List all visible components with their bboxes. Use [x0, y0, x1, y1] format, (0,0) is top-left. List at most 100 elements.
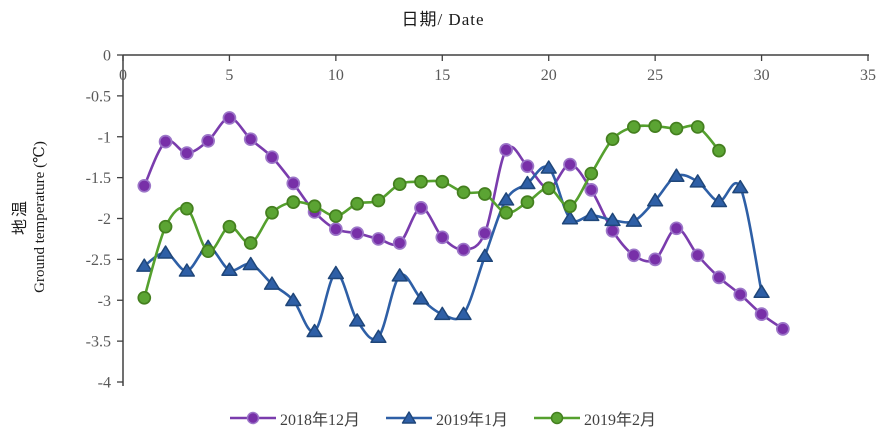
- data-point-marker: [605, 132, 620, 147]
- x-tick-label: 30: [754, 67, 770, 84]
- data-point-marker: [627, 120, 641, 134]
- x-tick-label: 0: [119, 67, 127, 84]
- legend-label: 2019年2月: [584, 412, 657, 429]
- data-point-marker: [520, 159, 535, 174]
- x-tick-label: 10: [328, 67, 344, 84]
- data-point-marker: [690, 120, 705, 134]
- data-point-marker: [435, 174, 450, 189]
- data-point-marker: [157, 245, 174, 259]
- data-point-marker: [520, 195, 535, 209]
- legend-item: 2018年12月: [229, 406, 360, 430]
- legend-triangle-marker-icon: [385, 411, 432, 424]
- y-tick-label: -3.5: [86, 334, 111, 351]
- legend-label: 2019年1月: [435, 412, 508, 429]
- data-point-marker: [499, 142, 513, 157]
- data-point-marker: [158, 219, 173, 234]
- data-point-marker: [733, 287, 748, 302]
- legend-marker: [401, 411, 417, 424]
- data-point-marker: [540, 160, 557, 174]
- data-point-marker: [201, 244, 215, 259]
- data-point-marker: [478, 226, 492, 241]
- x-tick-label: 35: [860, 67, 876, 84]
- data-point-marker: [776, 322, 790, 336]
- data-point-marker: [136, 258, 153, 272]
- data-point-marker: [414, 174, 428, 189]
- data-point-marker: [434, 306, 451, 321]
- y-tick-label: -0.5: [86, 88, 111, 105]
- data-point-marker: [286, 195, 301, 209]
- data-point-marker: [669, 221, 684, 236]
- data-point-marker: [478, 187, 492, 201]
- data-point-marker: [584, 166, 599, 181]
- data-point-marker: [584, 183, 599, 197]
- data-point-marker: [604, 212, 621, 227]
- data-point-marker: [222, 219, 237, 234]
- data-point-marker: [563, 157, 577, 172]
- data-point-marker: [180, 146, 194, 160]
- data-point-marker: [690, 248, 705, 263]
- x-tick-label: 25: [647, 67, 663, 84]
- legend-item: 2019年2月: [534, 406, 656, 430]
- y-tick-label: 0: [103, 48, 111, 65]
- data-point-marker: [605, 223, 620, 238]
- data-point-marker: [392, 236, 407, 250]
- data-point-marker: [712, 270, 726, 285]
- data-point-marker: [180, 201, 194, 216]
- data-point-marker: [519, 175, 536, 190]
- data-point-marker: [370, 329, 387, 343]
- legend: 2018年12月 2019年1月 2019年2月: [0, 403, 886, 433]
- data-point-marker: [137, 290, 152, 305]
- data-point-marker: [456, 242, 471, 257]
- x-tick-label: 5: [225, 67, 233, 84]
- data-point-marker: [371, 232, 386, 246]
- series-2: [137, 119, 726, 305]
- data-point-marker: [456, 185, 471, 200]
- data-point-marker: [669, 121, 684, 136]
- data-point-marker: [306, 323, 323, 338]
- data-point-marker: [497, 192, 515, 206]
- data-point-marker: [499, 205, 513, 220]
- data-point-marker: [668, 168, 685, 182]
- data-point-marker: [476, 248, 494, 263]
- data-point-marker: [732, 179, 749, 194]
- legend-item: 2019年1月: [385, 406, 508, 430]
- legend-label: 2018年12月: [279, 412, 360, 429]
- data-point-marker: [348, 313, 366, 327]
- y-tick-label: -3: [98, 293, 111, 310]
- legend-marker: [246, 411, 260, 425]
- data-point-marker: [689, 174, 706, 188]
- y-tick-label: -1: [98, 129, 111, 146]
- data-point-marker: [712, 143, 726, 158]
- data-point-marker: [329, 222, 343, 236]
- plot-area: 0 5 10 15 20 25 30 35 0 -0.5 -1 -1.5 -2 -2.5 -3 -3.5 -4: [86, 48, 876, 392]
- data-point-marker: [158, 134, 173, 149]
- data-point-marker: [350, 226, 364, 241]
- data-point-marker: [648, 119, 662, 133]
- data-point-marker: [412, 291, 430, 305]
- data-point-marker: [286, 176, 301, 191]
- data-point-marker: [243, 132, 258, 147]
- data-point-marker: [242, 256, 259, 271]
- data-point-marker: [435, 230, 450, 245]
- data-point-marker: [327, 265, 345, 280]
- data-point-marker: [285, 292, 302, 307]
- y-tick-label: -2.5: [86, 252, 111, 269]
- x-tick-label: 15: [434, 67, 450, 84]
- data-point-marker: [414, 201, 428, 215]
- data-point-marker: [137, 178, 152, 193]
- data-point-marker: [329, 209, 343, 223]
- data-point-marker: [563, 199, 577, 214]
- data-point-marker: [710, 193, 728, 208]
- data-point-marker: [201, 133, 215, 148]
- data-point-marker: [307, 199, 322, 214]
- data-point-marker: [371, 193, 386, 208]
- data-point-marker: [243, 236, 258, 250]
- data-point-marker: [541, 181, 556, 196]
- data-point-marker: [561, 210, 579, 225]
- data-point-marker: [583, 207, 600, 222]
- data-point-marker: [391, 268, 408, 282]
- y-tick-label: -2: [98, 211, 111, 228]
- series-1: [136, 160, 770, 343]
- data-point-marker: [265, 150, 279, 165]
- series-line: [142, 116, 785, 331]
